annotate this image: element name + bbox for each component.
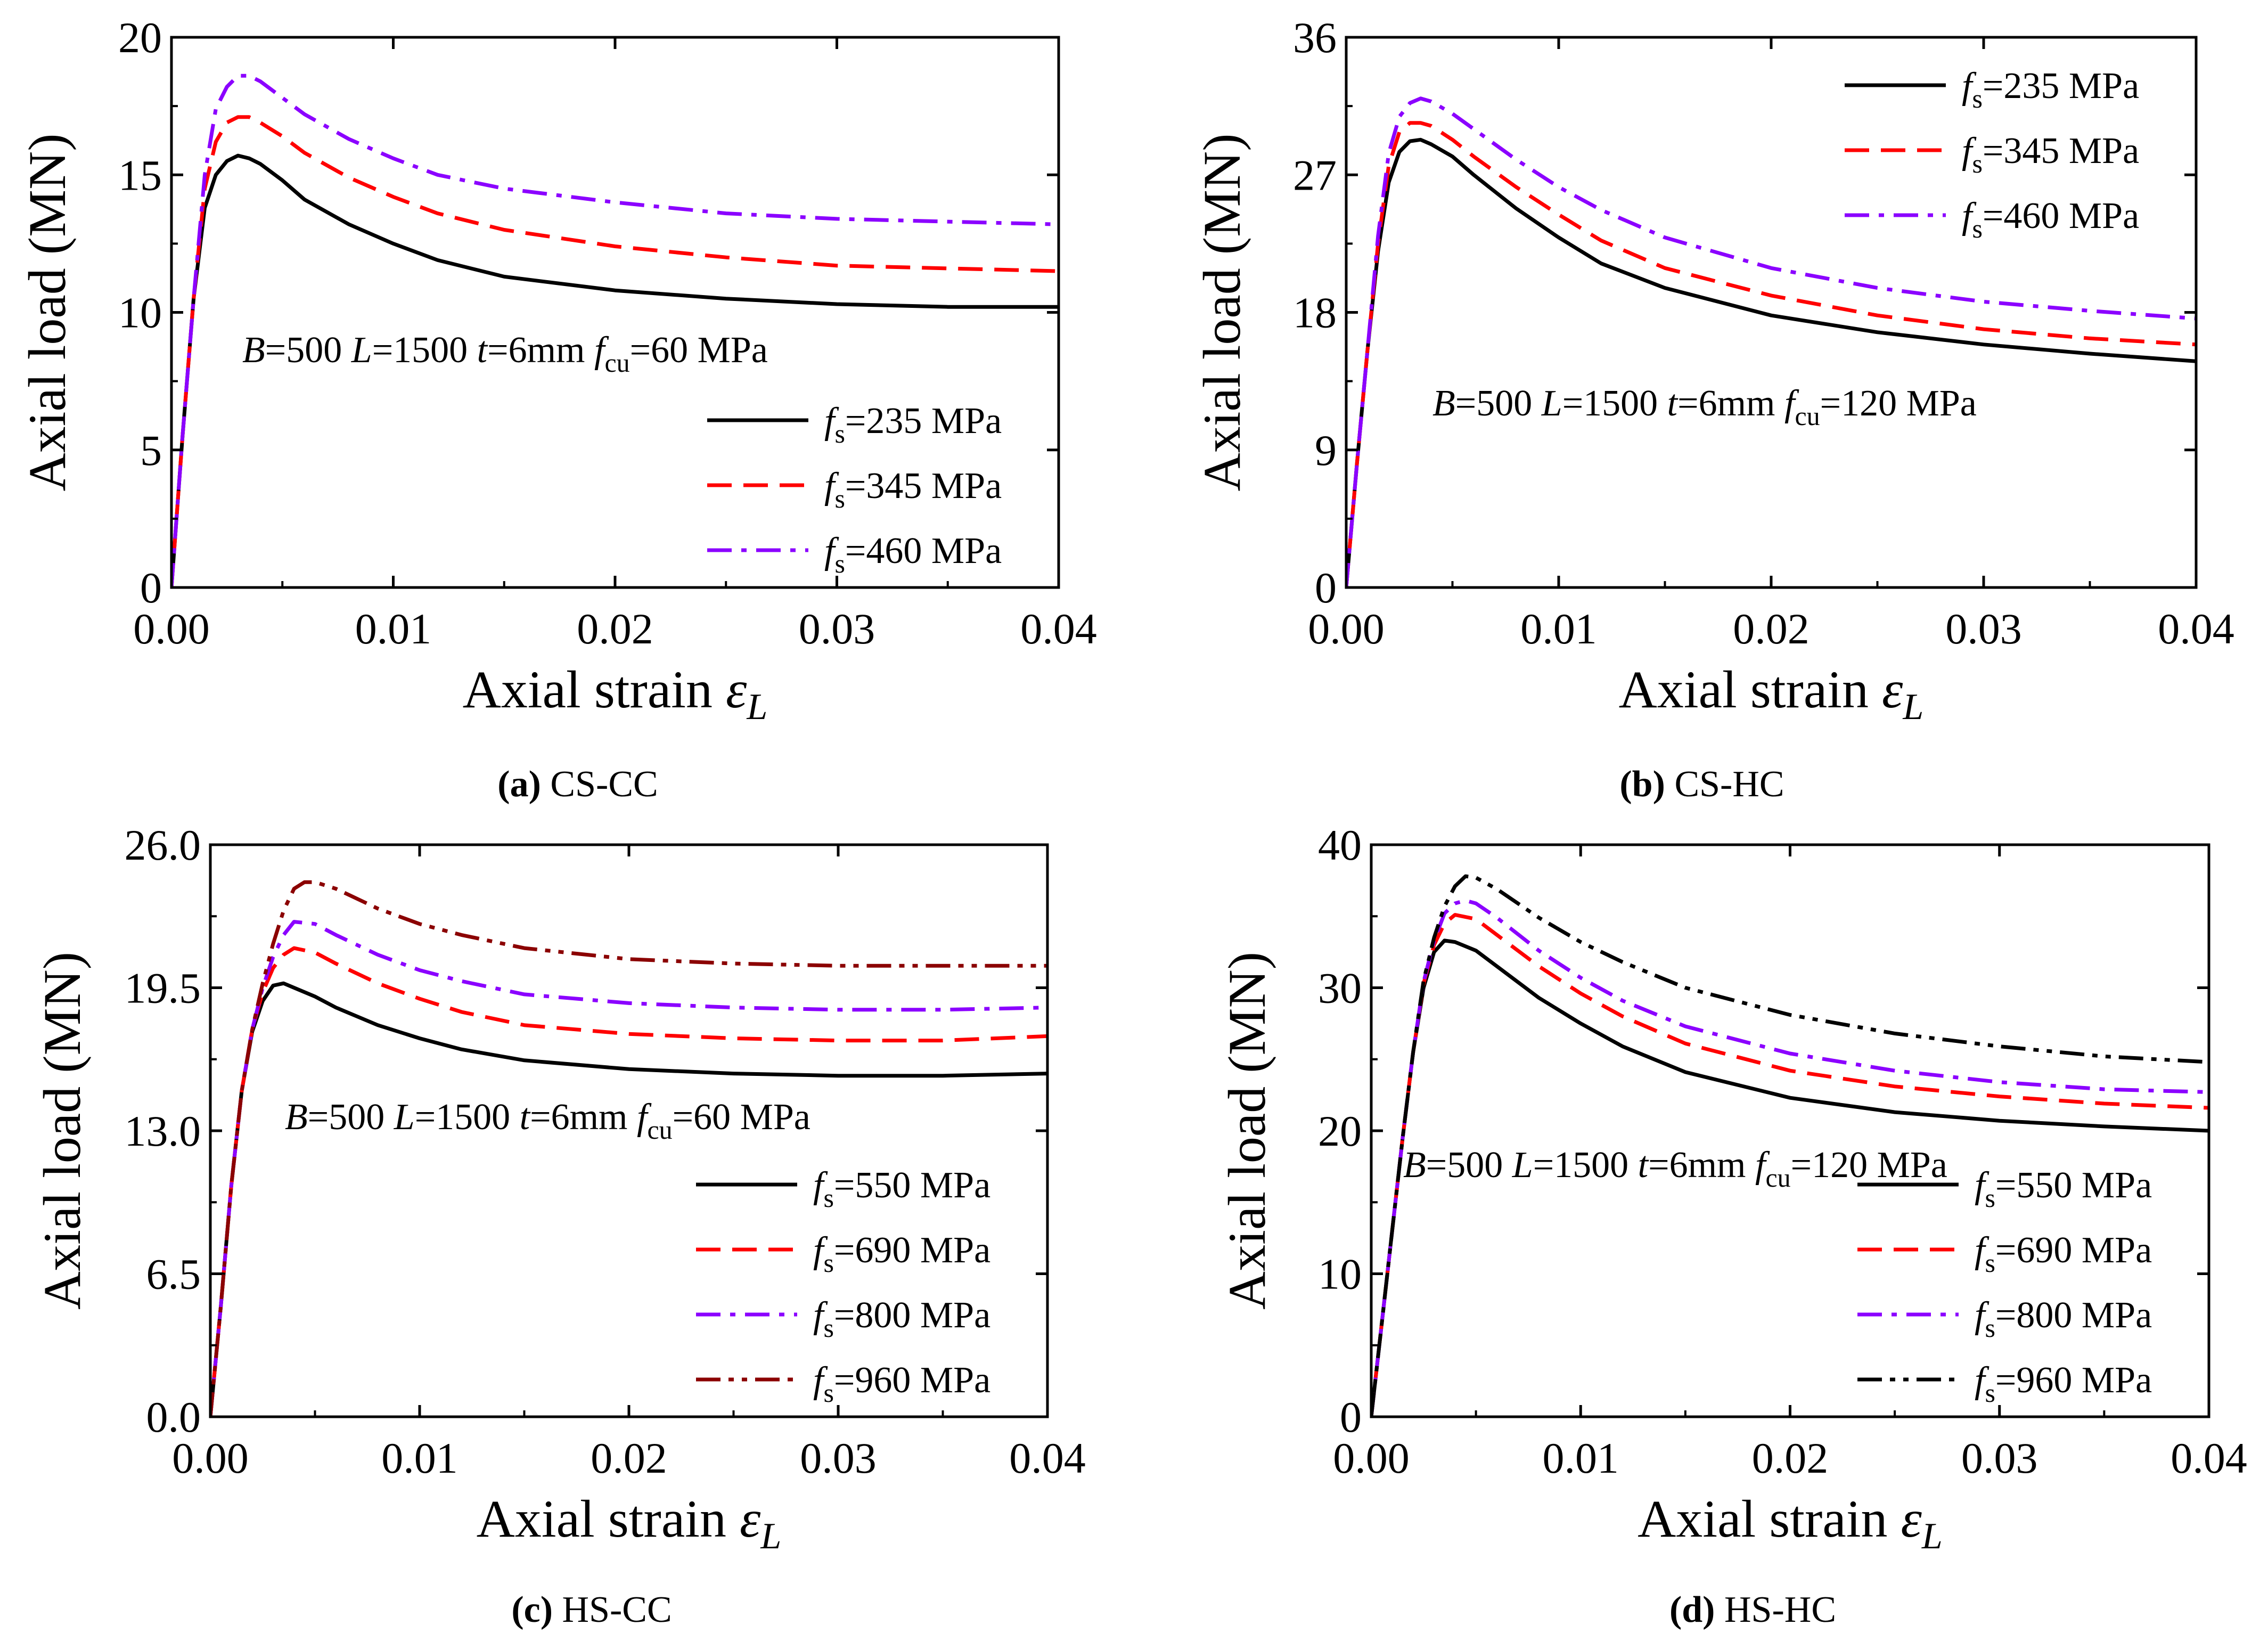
parameter-annotation: B=500 L=1500 t=6mm fcu=60 MPa (242, 330, 768, 378)
parameter-annotation: B=500 L=1500 t=6mm fcu=120 MPa (1432, 383, 1977, 431)
x-tick-label: 0.01 (355, 605, 432, 653)
y-axis-title: Axial load (MN) (18, 133, 77, 491)
parameter-annotation: B=500 L=1500 t=6mm fcu=120 MPa (1403, 1145, 1947, 1193)
legend-label: fs=800 MPa (1975, 1295, 2152, 1343)
y-tick-label: 20 (1318, 1107, 1362, 1155)
series-line-2 (210, 946, 1047, 1417)
chart-panel-c: 0.00 0.01 0.02 0.03 0.04 0.0 6.5 13.0 19.5 26.0 Ax… (32, 821, 1086, 1630)
legend-label: fs=550 MPa (1975, 1165, 2152, 1213)
x-tick-label: 0.01 (381, 1434, 458, 1482)
x-tick-label: 0.03 (799, 605, 875, 653)
chart-panel-b: 0.00 0.01 0.02 0.03 0.04 0 9 18 27 36 Axial strain… (1192, 13, 2234, 805)
y-tick-label: 36 (1293, 13, 1337, 62)
legend: fs=550 MPa fs=690 MPa fs=800 MPa fs=960 MPa (696, 1165, 990, 1408)
x-tick-label: 0.04 (2171, 1434, 2247, 1482)
y-tick-label: 27 (1293, 151, 1337, 199)
legend-label: fs=235 MPa (1962, 66, 2139, 113)
plot-frame (1345, 36, 2198, 589)
legend-label: fs=550 MPa (813, 1165, 990, 1213)
legend: fs=235 MPa fs=345 MPa fs=460 MPa (707, 401, 1002, 578)
subfigure-caption: (a) CS-CC (497, 764, 658, 805)
subfigure-caption: (b) CS-HC (1619, 764, 1784, 805)
legend: fs=550 MPa fs=690 MPa fs=800 MPa fs=960 MPa (1857, 1165, 2152, 1408)
y-axis-title: Axial load (MN) (1217, 952, 1276, 1310)
y-tick-label: 0 (1340, 1393, 1362, 1441)
x-axis-title: Axial strain εL (1637, 1489, 1943, 1557)
x-tick-label: 0.00 (1333, 1434, 1410, 1482)
y-tick-label: 40 (1318, 821, 1362, 869)
y-tick-label: 15 (118, 151, 162, 199)
y-tick-label: 13.0 (125, 1107, 201, 1155)
legend-label: fs=460 MPa (1962, 195, 2139, 243)
y-tick-label: 19.5 (125, 964, 201, 1013)
x-tick-label: 0.01 (1520, 605, 1597, 653)
x-tick-label: 0.03 (1945, 605, 2022, 653)
y-tick-label: 9 (1315, 426, 1337, 475)
legend-label: fs=345 MPa (1962, 130, 2139, 178)
x-tick-label: 0.00 (133, 605, 210, 653)
y-tick-label: 0 (140, 564, 162, 612)
series-line-4 (1371, 874, 2209, 1417)
legend-label: fs=800 MPa (813, 1295, 990, 1343)
x-tick-label: 0.02 (577, 605, 653, 653)
x-tick-label: 0.04 (1020, 605, 1097, 653)
legend-label: fs=690 MPa (1975, 1230, 2152, 1278)
legend-label: fs=690 MPa (813, 1230, 990, 1278)
y-tick-label: 10 (1318, 1250, 1362, 1299)
y-tick-label: 6.5 (146, 1250, 201, 1299)
parameter-annotation: B=500 L=1500 t=6mm fcu=60 MPa (285, 1097, 810, 1145)
x-tick-label: 0.03 (800, 1434, 877, 1482)
legend-label: fs=235 MPa (824, 401, 1002, 448)
y-axis-title: Axial load (MN) (32, 952, 92, 1310)
legend-label: fs=960 MPa (813, 1360, 990, 1408)
x-tick-label: 0.04 (1009, 1434, 1086, 1482)
x-tick-label: 0.02 (1752, 1434, 1829, 1482)
x-tick-label: 0.00 (172, 1434, 249, 1482)
y-tick-label: 20 (118, 13, 162, 62)
x-axis-title: Axial strain εL (1619, 660, 1924, 728)
x-tick-label: 0.02 (1733, 605, 1810, 653)
series-line-1 (171, 153, 1059, 587)
y-tick-label: 18 (1293, 289, 1337, 337)
legend-label: fs=460 MPa (824, 530, 1002, 578)
legend-label: fs=960 MPa (1975, 1360, 2152, 1408)
x-tick-label: 0.00 (1308, 605, 1385, 653)
y-tick-label: 26.0 (125, 821, 201, 869)
legend-label: fs=345 MPa (824, 466, 1002, 513)
y-axis-title: Axial load (MN) (1192, 133, 1251, 491)
y-tick-label: 30 (1318, 964, 1362, 1013)
y-tick-label: 0.0 (146, 1393, 201, 1441)
series-line-4 (210, 880, 1047, 1417)
y-tick-label: 10 (118, 289, 162, 337)
chart-panel-a: 0.00 0.01 0.02 0.03 0.04 0 5 10 15 20 Axial strain… (18, 13, 1097, 805)
x-tick-label: 0.01 (1543, 1434, 1619, 1482)
series-line-2 (171, 115, 1059, 587)
y-tick-label: 5 (140, 426, 162, 475)
y-tick-label: 0 (1315, 564, 1337, 612)
x-tick-label: 0.04 (2158, 605, 2234, 653)
chart-panel-d: 0.00 0.01 0.02 0.03 0.04 0 10 20 30 40 Axial strai… (1217, 821, 2247, 1630)
subfigure-caption: (d) HS-HC (1669, 1589, 1836, 1630)
x-tick-label: 0.02 (591, 1434, 667, 1482)
series-line-3 (171, 74, 1059, 587)
series-line-3 (1346, 96, 2196, 587)
subfigure-caption: (c) HS-CC (511, 1589, 672, 1630)
series-line-2 (1346, 121, 2196, 587)
x-axis-title: Axial strain εL (477, 1489, 782, 1557)
series-line-3 (210, 920, 1047, 1417)
legend: fs=235 MPa fs=345 MPa fs=460 MPa (1845, 66, 2139, 243)
x-tick-label: 0.03 (1961, 1434, 2038, 1482)
x-axis-title: Axial strain εL (463, 660, 768, 728)
